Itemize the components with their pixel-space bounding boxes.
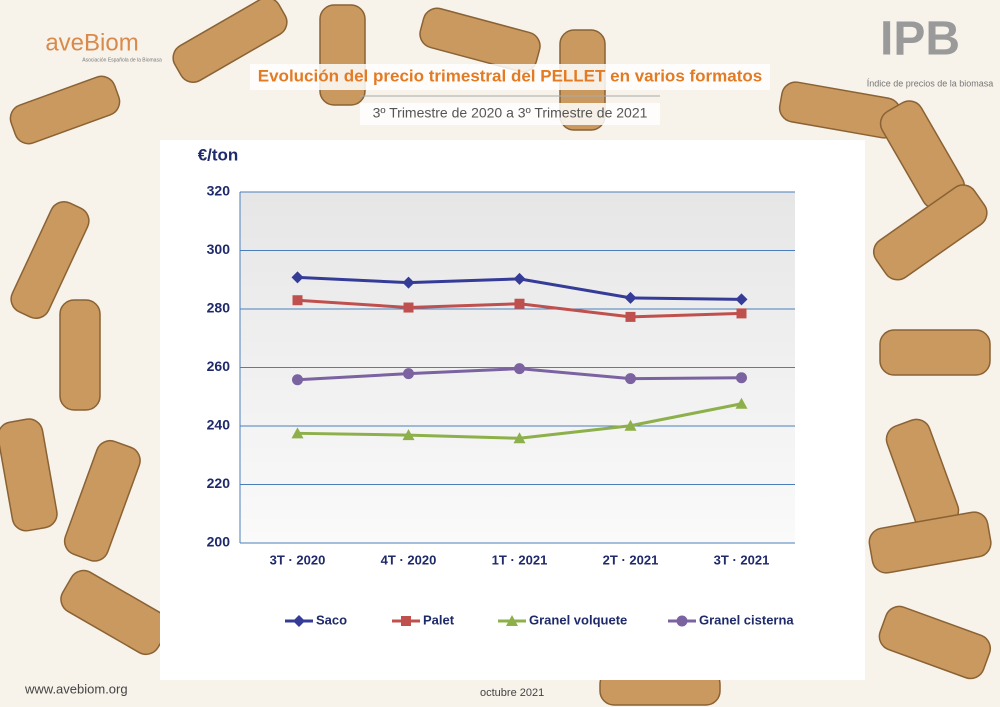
x-tick-label: 1T · 2021	[492, 552, 548, 567]
title-band	[250, 64, 770, 90]
marker	[624, 419, 637, 431]
y-axis-label: €/ton	[198, 145, 239, 164]
marker	[403, 302, 414, 313]
x-tick-label: 2T · 2021	[603, 552, 659, 567]
chart: 200 220 240 260 280 300 320 3T · 2020 4T · 2020 1…	[207, 183, 795, 627]
marker	[293, 615, 305, 627]
chart-title: Evolución del precio trimestral del PELL…	[258, 66, 762, 85]
marker	[736, 308, 747, 319]
marker	[625, 311, 636, 322]
marker	[291, 271, 304, 284]
y-tick-label: 240	[207, 417, 231, 433]
marker	[514, 298, 525, 309]
chart-subtitle: 3º Trimestre de 2020 a 3º Trimestre de 2…	[373, 105, 648, 121]
marker	[292, 374, 303, 386]
marker	[513, 272, 526, 285]
subtitle-band	[360, 103, 660, 125]
logo: IPB	[880, 13, 960, 66]
x-tick-label: 3T · 2020	[270, 552, 326, 567]
marker	[292, 295, 303, 306]
date: octubre 2021	[480, 687, 544, 699]
marker	[513, 432, 526, 444]
marker	[506, 615, 518, 626]
marker	[403, 368, 414, 380]
y-tick-label: 220	[207, 475, 231, 491]
logo-subtitle: Asociación Española de la Biomasa	[82, 57, 162, 63]
marker	[402, 276, 415, 289]
marker	[401, 616, 411, 626]
legend-label: Palet	[423, 612, 455, 627]
marker	[735, 293, 748, 306]
marker	[676, 615, 688, 627]
y-tick-label: 320	[207, 183, 231, 199]
website: www.avebiom.org	[24, 681, 128, 696]
y-tick-label: 200	[207, 534, 231, 550]
x-tick-label: 4T · 2020	[381, 552, 437, 567]
logo-subtitle: Índice de precios de la biomasa	[867, 78, 994, 88]
marker	[514, 363, 525, 375]
marker	[625, 373, 636, 385]
y-tick-label: 280	[207, 300, 231, 316]
marker	[402, 429, 415, 441]
y-tick-label: 300	[207, 241, 231, 257]
legend-label: Saco	[316, 612, 347, 627]
marker	[735, 397, 748, 409]
logo: aveBiom	[45, 29, 138, 56]
marker	[736, 372, 747, 384]
y-tick-label: 260	[207, 358, 231, 374]
legend-label: Granel volquete	[529, 612, 627, 627]
marker	[291, 427, 304, 439]
marker	[624, 291, 637, 304]
x-tick-label: 3T · 2021	[714, 552, 770, 567]
legend-label: Granel cisterna	[699, 612, 794, 627]
